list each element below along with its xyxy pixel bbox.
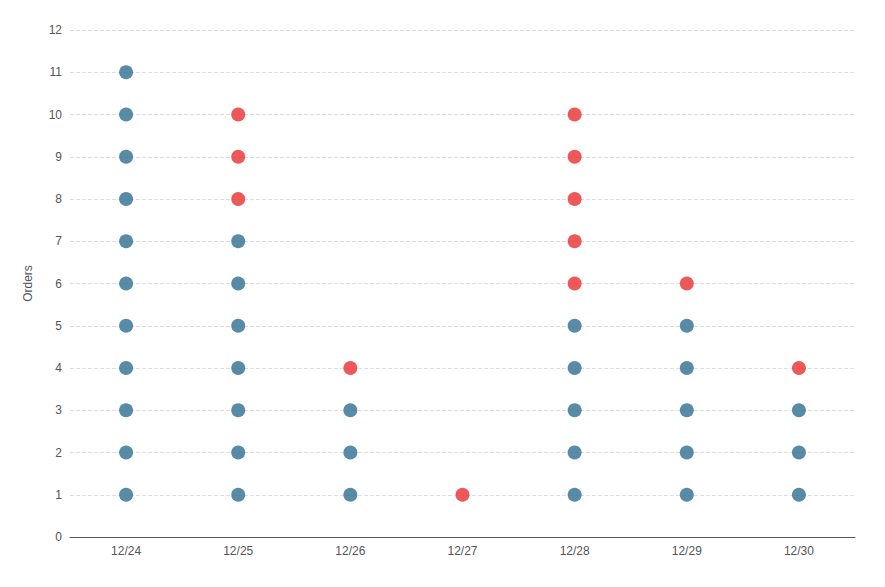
svg-text:5: 5: [55, 319, 62, 333]
svg-text:12/30: 12/30: [784, 544, 814, 558]
svg-text:11: 11: [50, 65, 63, 79]
svg-text:9: 9: [55, 150, 62, 164]
svg-text:10: 10: [49, 108, 63, 122]
svg-text:12/26: 12/26: [335, 544, 365, 558]
svg-text:2: 2: [55, 446, 62, 460]
svg-text:4: 4: [55, 361, 62, 375]
svg-text:3: 3: [55, 403, 62, 417]
svg-text:0: 0: [55, 530, 62, 544]
svg-text:Orders: Orders: [21, 265, 35, 302]
svg-text:12: 12: [49, 23, 63, 37]
svg-text:7: 7: [55, 234, 62, 248]
svg-text:12/24: 12/24: [111, 544, 141, 558]
svg-text:12/25: 12/25: [223, 544, 253, 558]
svg-text:12/27: 12/27: [447, 544, 477, 558]
svg-text:12/28: 12/28: [560, 544, 590, 558]
svg-text:12/29: 12/29: [672, 544, 702, 558]
svg-text:6: 6: [55, 277, 62, 291]
svg-text:1: 1: [55, 488, 62, 502]
svg-text:8: 8: [55, 192, 62, 206]
